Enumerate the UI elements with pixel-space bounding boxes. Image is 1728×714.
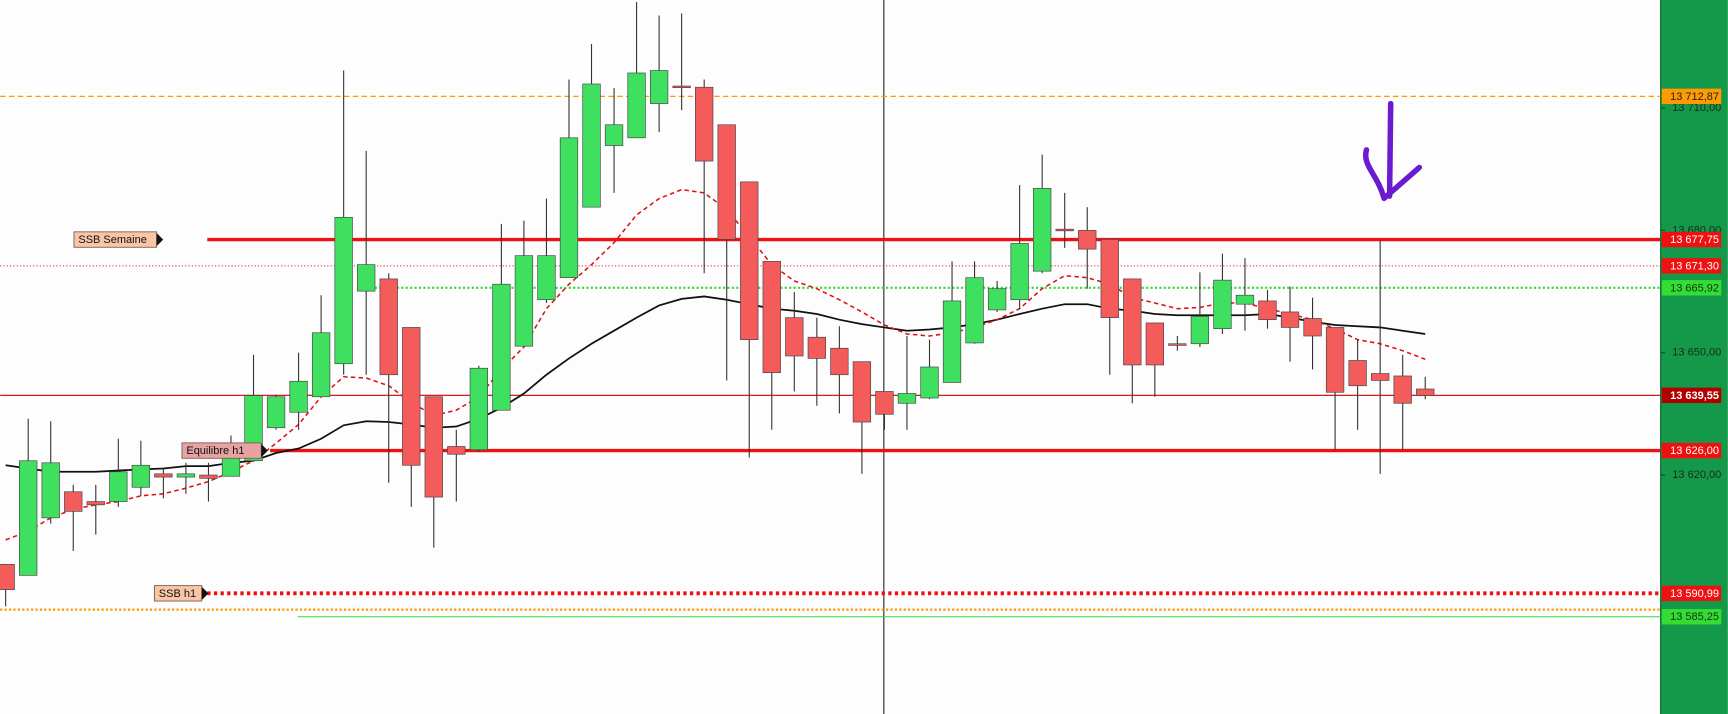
candle-body xyxy=(379,278,398,376)
candle-body xyxy=(740,181,759,341)
level-label-box xyxy=(1661,387,1722,404)
candle-body xyxy=(1371,373,1390,381)
candle-body xyxy=(852,361,872,423)
candle-body xyxy=(154,473,173,478)
level-label: 13 671,30 xyxy=(1670,260,1719,272)
candle-body xyxy=(334,217,353,365)
hand-drawn-arrow xyxy=(1362,100,1423,202)
candle-body xyxy=(965,277,984,344)
candle-body xyxy=(1168,343,1187,346)
level-tag: SSB Semaine xyxy=(78,234,146,246)
level-tag: SSB h1 xyxy=(159,588,196,600)
level-label: 13 585,25 xyxy=(1670,611,1719,623)
candle-body xyxy=(1258,300,1277,321)
candle-body xyxy=(1145,322,1164,366)
level-label-box xyxy=(1661,609,1722,625)
candle-body xyxy=(537,255,556,301)
candle-body xyxy=(559,137,579,279)
level-tags: SSB Semaine Equilibre h1 SSB h1 xyxy=(73,231,268,602)
candle-body xyxy=(41,462,60,519)
level-tag: Equilibre h1 xyxy=(186,445,244,457)
candle-body xyxy=(1348,360,1367,387)
level-tag-pointer xyxy=(261,443,268,458)
candle-body xyxy=(897,393,917,404)
candle-body xyxy=(131,464,150,488)
candle-body xyxy=(64,491,83,512)
candle-body xyxy=(1190,316,1210,345)
candle-body xyxy=(199,474,218,479)
candle-body xyxy=(109,471,128,502)
candle-body xyxy=(762,261,781,374)
candle-body xyxy=(604,124,624,146)
candle-body xyxy=(1010,243,1029,301)
candle-body xyxy=(649,70,669,104)
candle-body xyxy=(672,85,691,89)
candle-body xyxy=(357,264,376,292)
candle-body xyxy=(875,391,894,415)
candle-body xyxy=(1235,294,1255,305)
candle-body xyxy=(1303,318,1322,337)
candle-body xyxy=(987,288,1007,311)
candle-body xyxy=(492,283,511,411)
candle-body xyxy=(1078,230,1097,250)
level-label-box xyxy=(1661,231,1722,248)
candle-body xyxy=(289,380,308,413)
y-tick-label: 13 620,00 xyxy=(1672,469,1721,481)
candle-body xyxy=(942,300,962,383)
level-label: 13 712,87 xyxy=(1670,91,1719,103)
candle-body xyxy=(402,327,421,466)
candle-body xyxy=(514,255,534,347)
candle-body xyxy=(0,564,15,590)
level-tag-pointer xyxy=(201,586,209,600)
candle-body xyxy=(266,396,286,429)
candle-body xyxy=(717,124,736,240)
candle-body xyxy=(1325,327,1345,393)
candle-body xyxy=(469,367,488,451)
candle-body xyxy=(830,347,849,376)
level-label-box xyxy=(1661,88,1722,105)
candle-body xyxy=(1123,278,1142,366)
candle-body xyxy=(1100,239,1119,318)
candle-body xyxy=(1213,279,1232,329)
candle-body xyxy=(1416,388,1435,396)
candle-body xyxy=(86,501,105,506)
candle-body xyxy=(920,366,939,399)
level-label-box xyxy=(1661,442,1722,459)
candle-body xyxy=(1280,311,1300,328)
levels xyxy=(0,95,1661,618)
moving-average xyxy=(5,188,1426,541)
candle-body xyxy=(582,83,601,208)
candle-body xyxy=(627,72,646,139)
level-label: 13 590,99 xyxy=(1670,588,1719,600)
candle-body xyxy=(424,396,443,498)
candle-body xyxy=(447,446,466,455)
candle-body xyxy=(311,332,331,398)
level-label: 13 677,75 xyxy=(1670,234,1719,246)
candle-body xyxy=(785,317,804,357)
candle-body xyxy=(19,460,38,576)
candle-body xyxy=(695,86,714,162)
y-tick-label: 13 650,00 xyxy=(1672,347,1721,359)
level-label: 13 639,55 xyxy=(1670,390,1719,402)
level-label: 13 665,92 xyxy=(1670,282,1719,294)
level-label-box xyxy=(1661,585,1722,602)
candles xyxy=(0,2,1435,607)
candle-body xyxy=(176,473,196,478)
overlays xyxy=(5,188,1426,541)
level-label-box xyxy=(1661,258,1722,274)
candle-body xyxy=(1393,375,1412,404)
y-tick-label: 13 710,00 xyxy=(1672,102,1721,114)
candle-body xyxy=(1055,228,1074,232)
moving-average xyxy=(5,295,1426,473)
level-label-box xyxy=(1661,280,1722,296)
candle-body xyxy=(1033,188,1052,272)
level-label: 13 626,00 xyxy=(1670,445,1719,457)
candle-body xyxy=(807,336,826,359)
level-tag-pointer xyxy=(156,232,164,247)
